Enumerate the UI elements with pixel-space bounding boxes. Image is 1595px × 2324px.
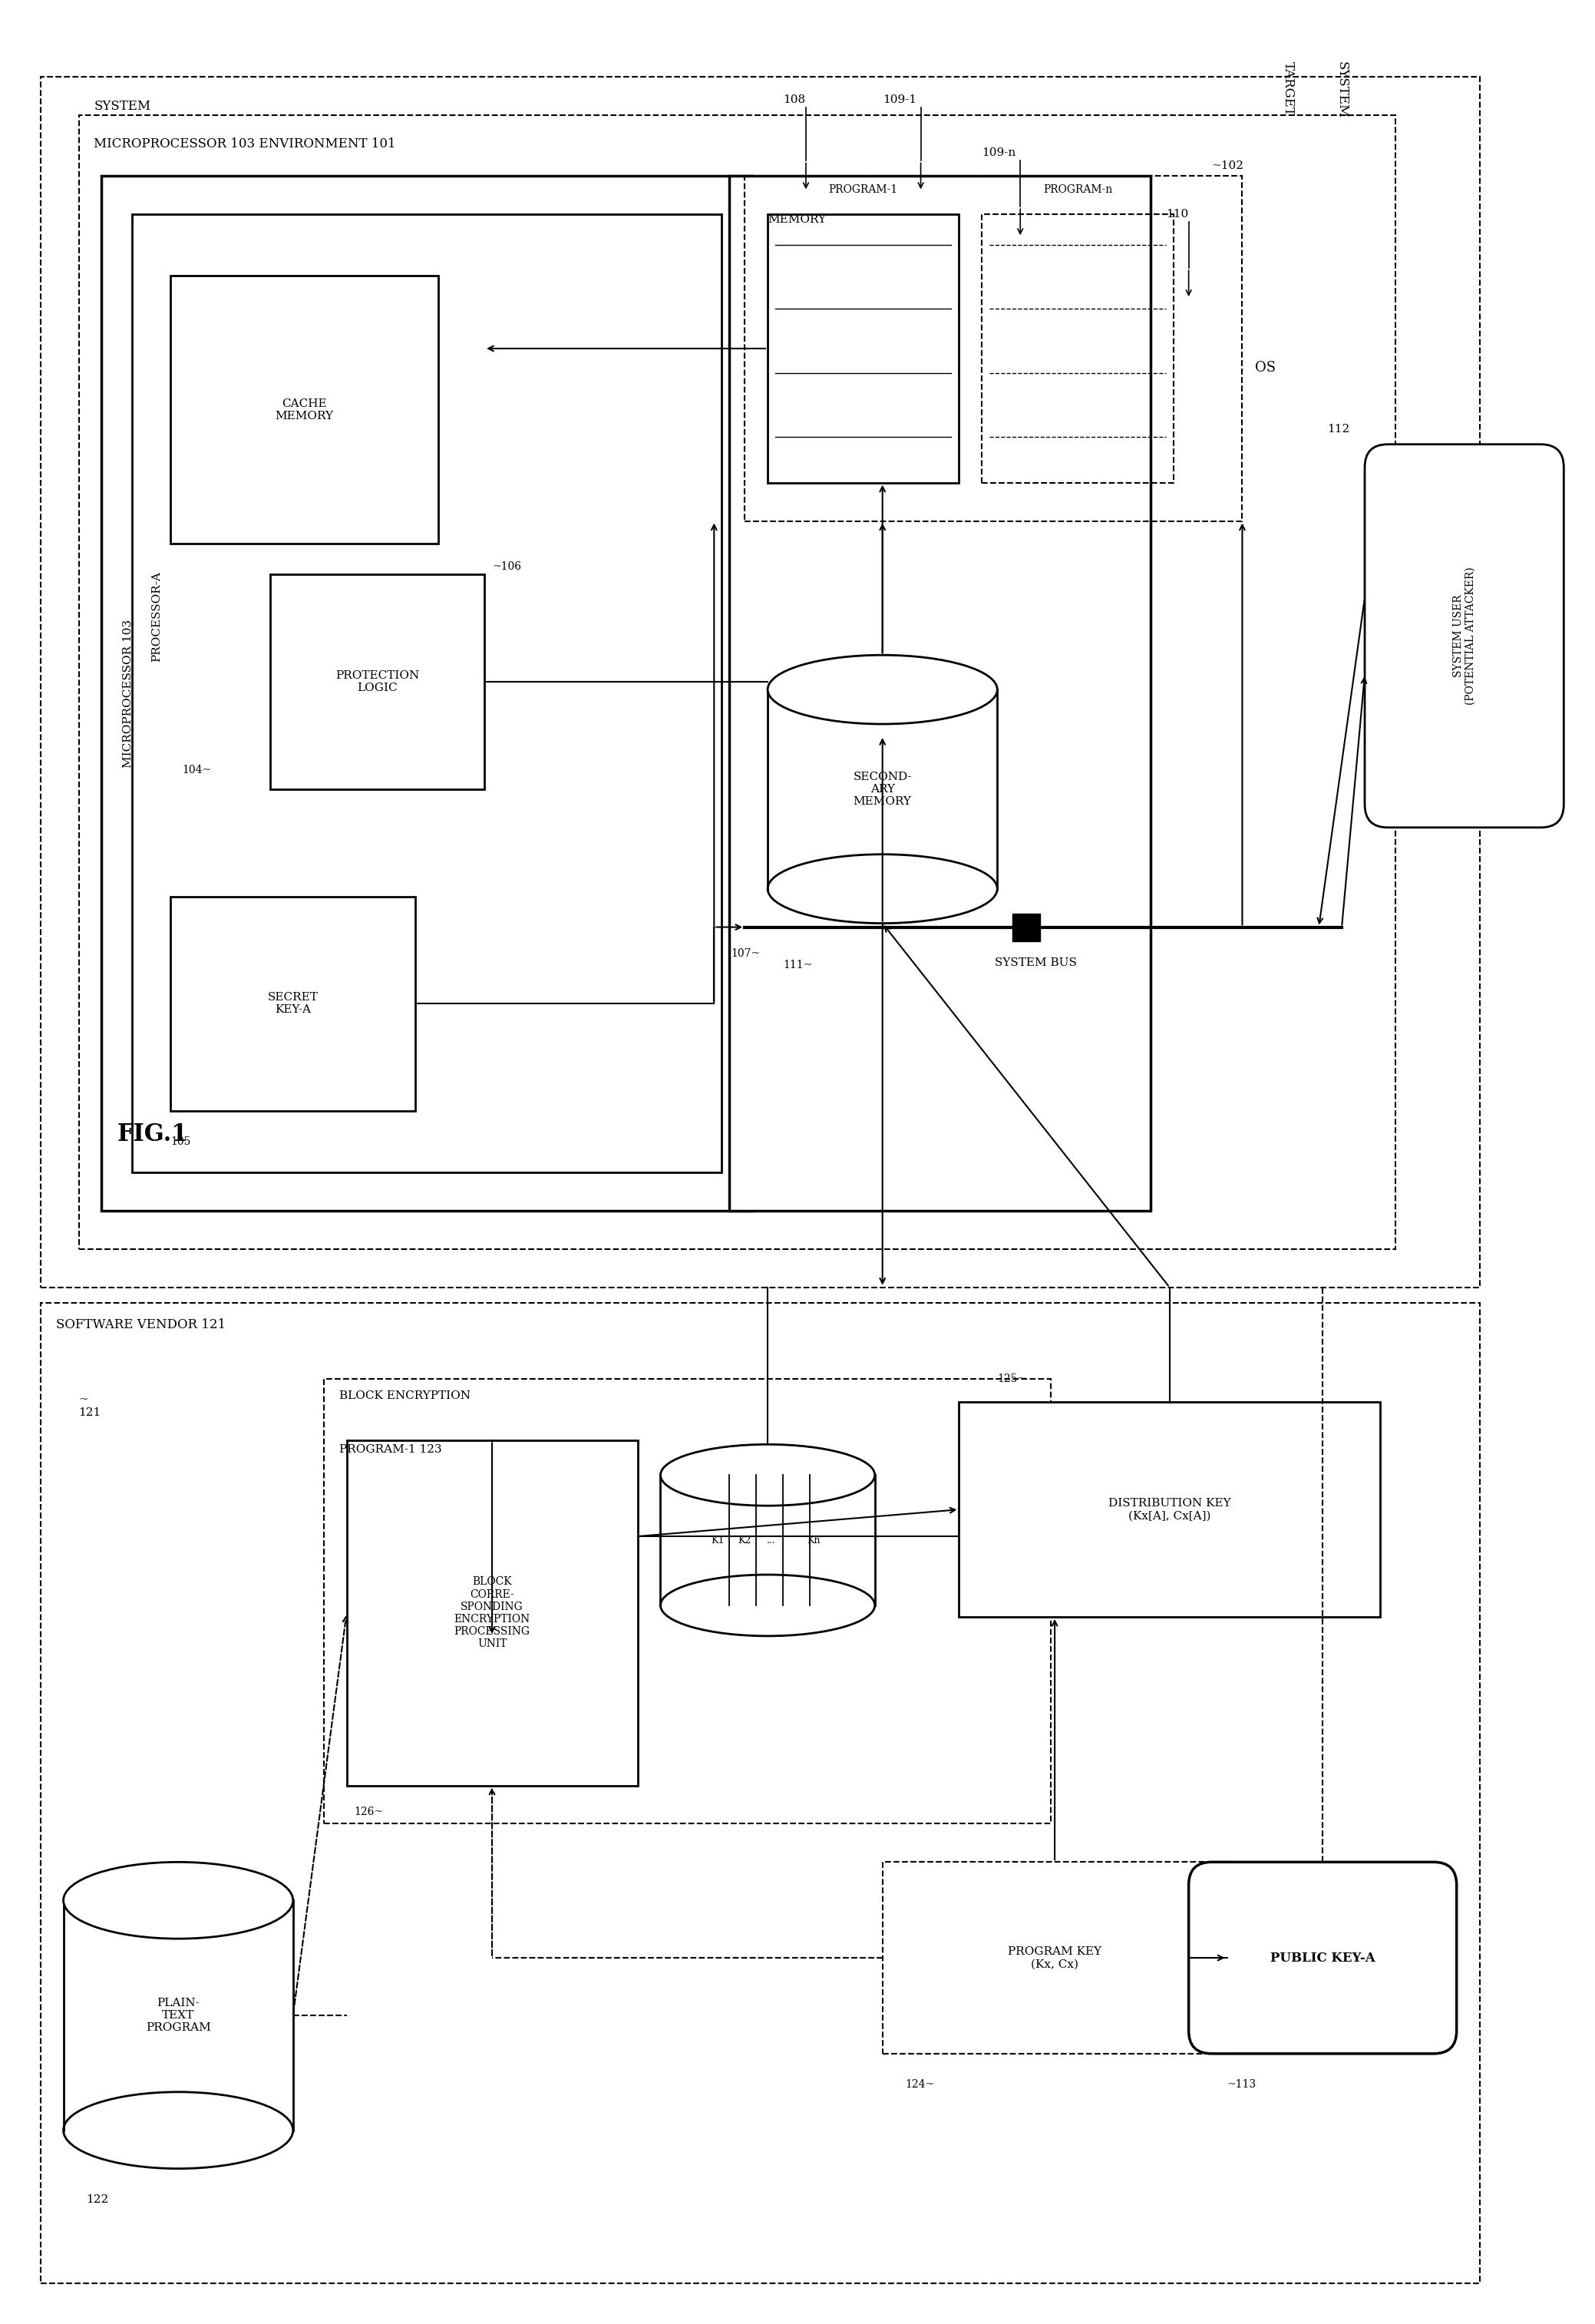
Text: SYSTEM USER
(POTENTIAL ATTACKER): SYSTEM USER (POTENTIAL ATTACKER) xyxy=(1453,567,1475,704)
Text: ~
121: ~ 121 xyxy=(78,1394,100,1418)
Text: PROGRAM-1: PROGRAM-1 xyxy=(829,184,898,195)
Bar xyxy=(324,1378,1051,1824)
Bar xyxy=(983,214,1174,483)
Text: 112: 112 xyxy=(1327,423,1349,435)
Bar xyxy=(40,1304,1480,2284)
Text: MEMORY: MEMORY xyxy=(767,214,826,225)
Bar xyxy=(882,1862,1227,2054)
Text: K2: K2 xyxy=(738,1536,751,1545)
Text: 122: 122 xyxy=(86,2194,108,2205)
Text: PROGRAM-n: PROGRAM-n xyxy=(1043,184,1112,195)
Text: 111~: 111~ xyxy=(783,960,812,971)
Text: 126~: 126~ xyxy=(354,1806,383,1817)
Text: Kn: Kn xyxy=(807,1536,820,1545)
Text: SYSTEM: SYSTEM xyxy=(1335,60,1348,119)
Text: PROCESSOR-A: PROCESSOR-A xyxy=(152,572,163,662)
Text: 109-1: 109-1 xyxy=(882,93,917,105)
Text: SYSTEM: SYSTEM xyxy=(94,100,152,112)
Bar xyxy=(171,897,416,1111)
FancyBboxPatch shape xyxy=(1365,444,1563,827)
Text: SYSTEM BUS: SYSTEM BUS xyxy=(995,957,1077,969)
Bar xyxy=(78,114,1396,1248)
Bar xyxy=(1013,913,1040,941)
Text: BLOCK ENCRYPTION: BLOCK ENCRYPTION xyxy=(340,1390,471,1401)
Text: 109-n: 109-n xyxy=(983,149,1016,158)
Bar xyxy=(959,1401,1380,1618)
Text: ...: ... xyxy=(767,1536,775,1545)
Text: MICROPROCESSOR 103 ENVIRONMENT 101: MICROPROCESSOR 103 ENVIRONMENT 101 xyxy=(94,137,396,151)
Bar xyxy=(132,214,721,1171)
Text: 108: 108 xyxy=(783,93,805,105)
Text: PLAIN-
TEXT
PROGRAM: PLAIN- TEXT PROGRAM xyxy=(145,1999,211,2034)
Bar xyxy=(660,1476,874,1606)
Text: 104~: 104~ xyxy=(182,765,211,776)
Text: K1: K1 xyxy=(711,1536,724,1545)
Bar xyxy=(346,1441,638,1785)
Text: OS: OS xyxy=(1255,360,1276,374)
Text: 124~: 124~ xyxy=(906,2080,935,2089)
Ellipse shape xyxy=(64,2092,293,2168)
Bar xyxy=(767,214,959,483)
Text: PROGRAM KEY
(Kx, Cx): PROGRAM KEY (Kx, Cx) xyxy=(1008,1945,1102,1968)
FancyBboxPatch shape xyxy=(1188,1862,1456,2054)
Text: FIG.1: FIG.1 xyxy=(116,1122,188,1146)
Text: 125~: 125~ xyxy=(997,1373,1027,1385)
Text: ~106: ~106 xyxy=(493,562,522,572)
Text: MICROPROCESSOR 103: MICROPROCESSOR 103 xyxy=(123,618,134,767)
Text: CACHE
MEMORY: CACHE MEMORY xyxy=(276,397,333,421)
Text: 105: 105 xyxy=(171,1136,191,1148)
Ellipse shape xyxy=(660,1446,874,1506)
Bar xyxy=(270,574,485,790)
Text: PROTECTION
LOGIC: PROTECTION LOGIC xyxy=(335,669,419,693)
Text: TARGET: TARGET xyxy=(1282,60,1295,116)
Bar xyxy=(745,177,1243,521)
Text: 107~: 107~ xyxy=(731,948,759,960)
Text: BLOCK
CORRE-
SPONDING
ENCRYPTION
PROCESSING
UNIT: BLOCK CORRE- SPONDING ENCRYPTION PROCESS… xyxy=(455,1576,530,1650)
Bar xyxy=(40,77,1480,1287)
Ellipse shape xyxy=(767,855,997,923)
Bar xyxy=(171,277,439,544)
Text: SECRET
KEY-A: SECRET KEY-A xyxy=(268,992,319,1016)
Bar xyxy=(102,177,753,1211)
Bar xyxy=(64,1901,293,2131)
Text: 110: 110 xyxy=(1166,209,1188,221)
Bar xyxy=(729,177,1150,1211)
Ellipse shape xyxy=(660,1576,874,1636)
Text: DISTRIBUTION KEY
(Kx[A], Cx[A]): DISTRIBUTION KEY (Kx[A], Cx[A]) xyxy=(1109,1499,1231,1522)
Text: PROGRAM-1 123: PROGRAM-1 123 xyxy=(340,1446,442,1455)
Text: ~102: ~102 xyxy=(1212,160,1244,172)
Text: SOFTWARE VENDOR 121: SOFTWARE VENDOR 121 xyxy=(56,1318,225,1332)
Ellipse shape xyxy=(767,655,997,725)
Ellipse shape xyxy=(64,1862,293,1938)
Bar xyxy=(767,690,997,888)
Text: SECOND-
ARY
MEMORY: SECOND- ARY MEMORY xyxy=(853,772,912,806)
Text: ~113: ~113 xyxy=(1227,2080,1257,2089)
Text: PUBLIC KEY-A: PUBLIC KEY-A xyxy=(1270,1952,1375,1964)
